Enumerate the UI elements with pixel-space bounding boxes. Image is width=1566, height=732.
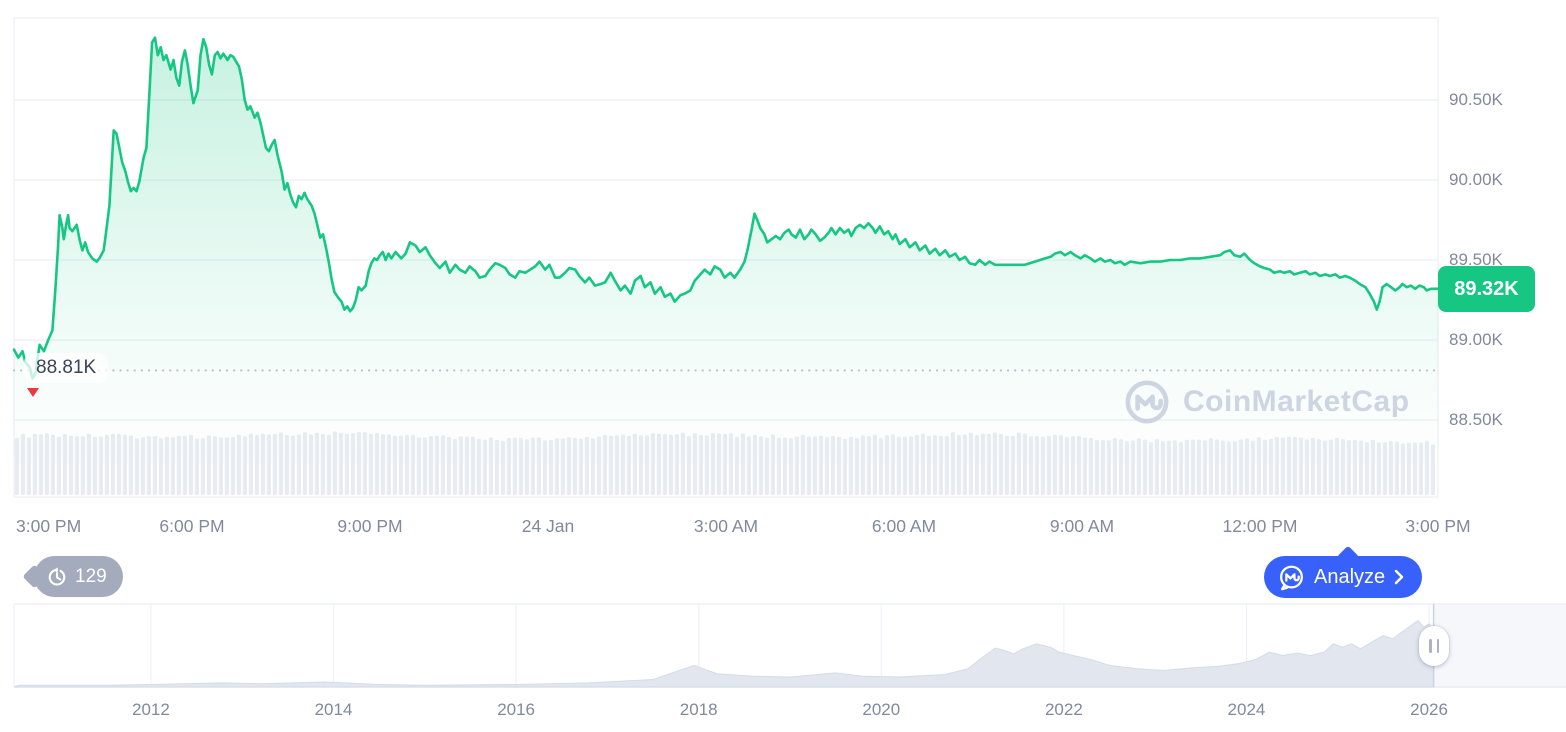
price-chart-plot[interactable] (12, 17, 1440, 498)
history-count-badge[interactable]: 129 (34, 556, 123, 597)
x-axis-label: 3:00 PM (1405, 516, 1471, 536)
grip-vertical-icon (1436, 639, 1439, 653)
x-axis-label: 9:00 AM (1049, 516, 1115, 536)
navigator-year-label: 2016 (497, 700, 536, 719)
y-axis-label: 88.50K (1449, 410, 1503, 430)
navigator-plot[interactable] (13, 603, 1566, 688)
price-area-fill (14, 37, 1438, 468)
navigator-year-label: 2014 (314, 700, 353, 719)
watermark-text: CoinMarketCap (1183, 385, 1410, 418)
navigator-year-label: 2018 (679, 700, 718, 719)
x-axis-label: 9:00 PM (337, 516, 403, 536)
y-axis-label: 89.00K (1449, 330, 1503, 350)
x-axis-label: 24 Jan (521, 516, 575, 536)
low-price-label: 88.81K (24, 353, 109, 384)
analyze-button-label: Analyze (1314, 565, 1386, 588)
y-axis-label: 90.50K (1449, 90, 1503, 109)
low-marker-icon (26, 388, 39, 397)
history-count-value: 129 (75, 565, 107, 587)
navigator-year-label: 2022 (1044, 700, 1083, 719)
x-axis-label: 6:00 AM (871, 516, 937, 536)
navigator-area (13, 619, 1435, 688)
analyze-button[interactable]: Analyze (1264, 556, 1423, 598)
x-axis-label: 6:00 PM (159, 516, 225, 536)
navigator-handle[interactable] (1419, 626, 1449, 666)
navigator-unselected-mask (1433, 605, 1566, 686)
x-axis-label: 12:00 PM (1222, 516, 1298, 536)
price-line (12, 36, 1440, 380)
navigator-year-label: 2020 (862, 700, 901, 719)
coinmarketcap-logo-icon (1278, 564, 1305, 591)
coinmarketcap-logo-icon (1124, 379, 1170, 425)
chevron-right-icon (1394, 569, 1404, 585)
navigator-year-label: 2026 (1410, 700, 1448, 719)
navigator-year-label: 2012 (132, 700, 170, 719)
navigator-year-label: 2024 (1227, 700, 1266, 719)
coinmarketcap-watermark: CoinMarketCap (1124, 379, 1410, 425)
history-clock-icon (46, 566, 68, 588)
x-axis-label: 3:00 AM (693, 516, 759, 536)
grip-vertical-icon (1429, 639, 1432, 653)
x-axis-label: 3:00 PM (16, 516, 82, 536)
current-price-badge: 89.32K (1438, 266, 1535, 312)
y-axis-label: 90.00K (1449, 170, 1503, 190)
y-axis-label: 89.50K (1449, 250, 1503, 270)
